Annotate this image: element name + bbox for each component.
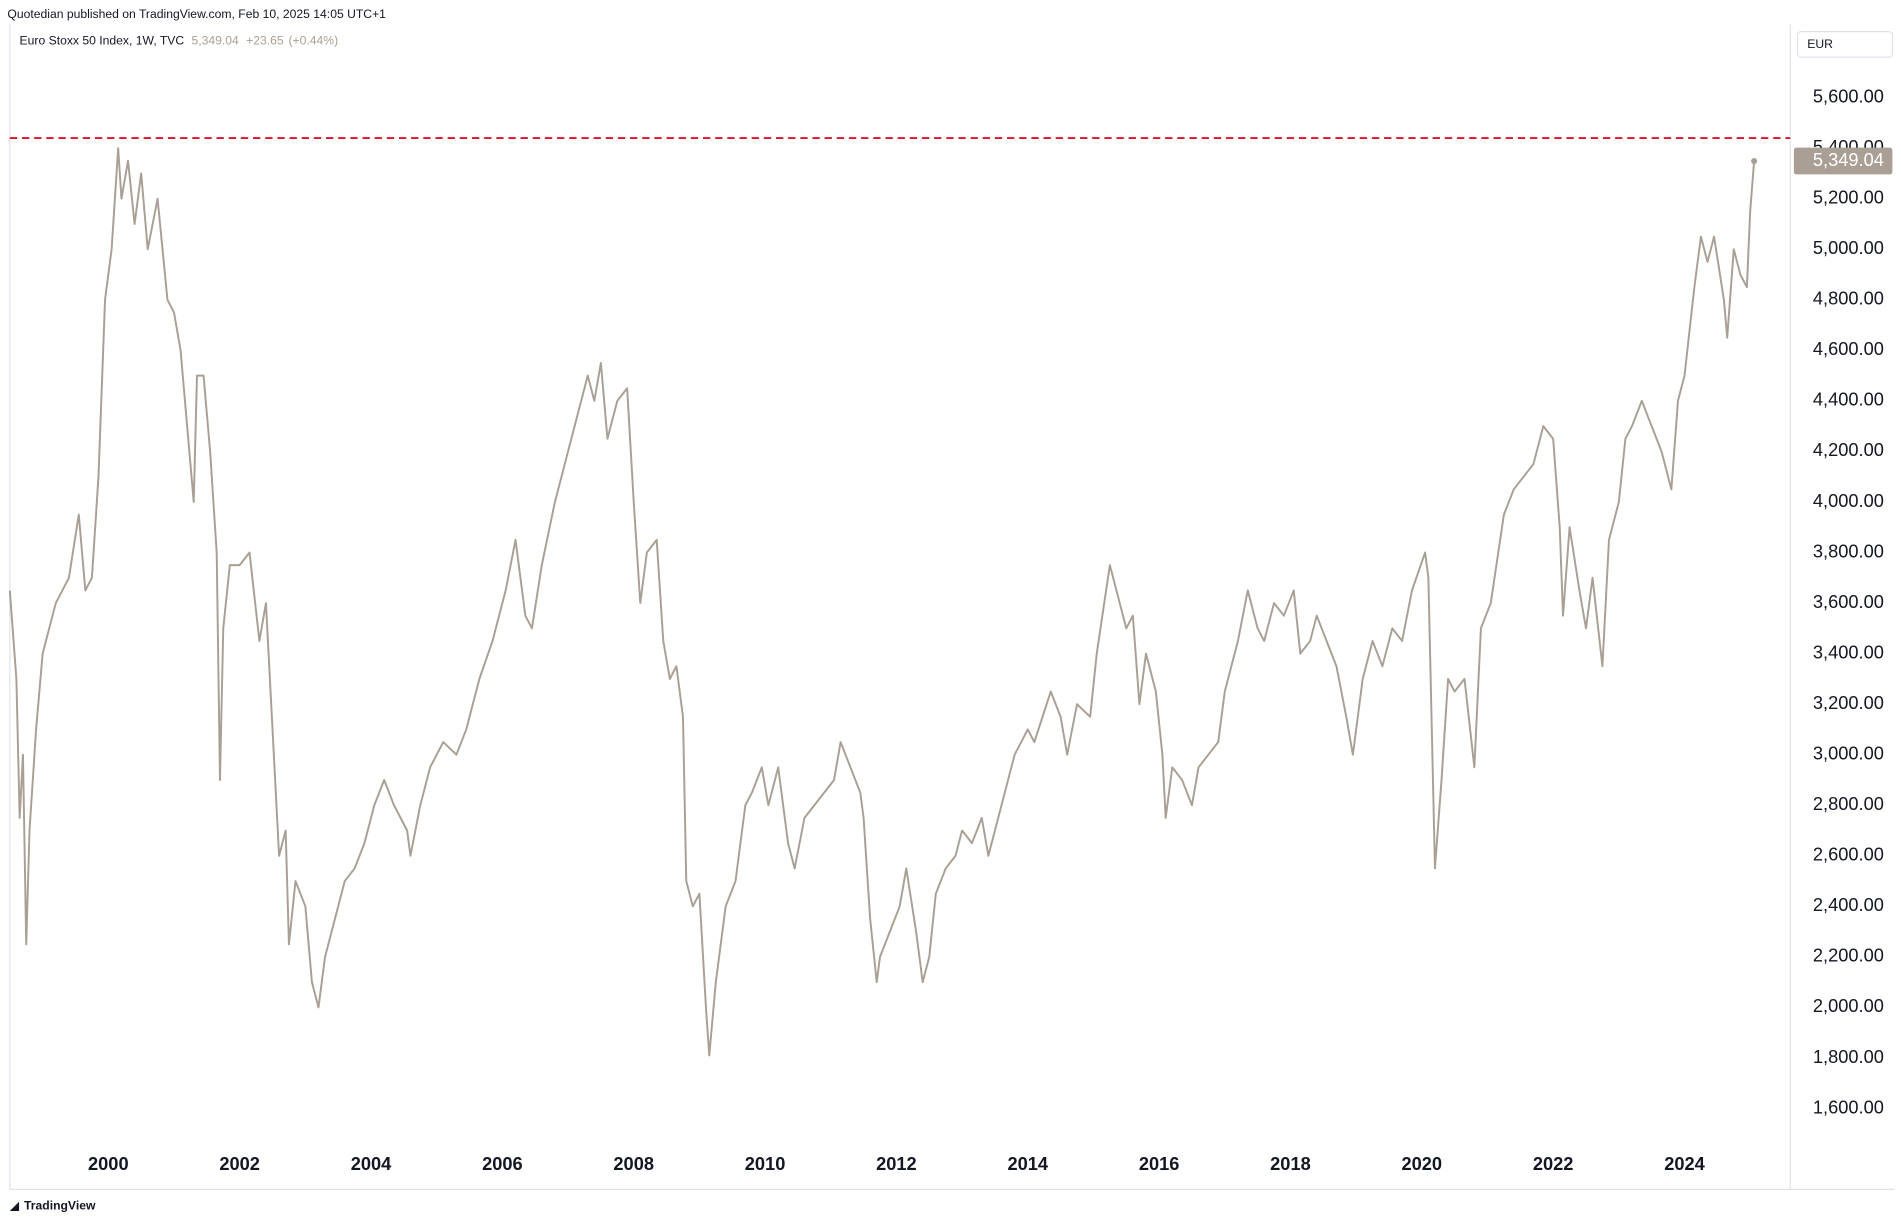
- footer-text: TradingView: [24, 1199, 96, 1213]
- last-price: 5,349.04: [191, 34, 239, 48]
- y-tick-label: 5,200.00: [1813, 187, 1884, 208]
- x-tick-label: 2014: [1007, 1153, 1048, 1174]
- x-tick-label: 2010: [745, 1153, 786, 1174]
- change: +23.65: [246, 34, 284, 48]
- last-point: [1751, 157, 1758, 165]
- x-tick-label: 2020: [1402, 1153, 1443, 1174]
- y-tick-label: 2,000.00: [1813, 995, 1884, 1016]
- y-tick-label: 4,400.00: [1813, 389, 1884, 410]
- x-tick-label: 2004: [351, 1153, 392, 1174]
- change-pct: (+0.44%): [289, 34, 339, 48]
- currency-box[interactable]: [1796, 31, 1894, 58]
- y-tick-label: 4,200.00: [1813, 439, 1884, 460]
- x-tick-label: 2022: [1533, 1153, 1574, 1174]
- y-tick-label: 3,200.00: [1813, 692, 1884, 713]
- y-tick-label: 3,600.00: [1813, 591, 1884, 612]
- x-tick-label: 2018: [1270, 1153, 1311, 1174]
- y-tick-label: 2,400.00: [1813, 894, 1884, 915]
- x-tick-label: 2008: [613, 1153, 654, 1174]
- x-tick-label: 2000: [88, 1153, 129, 1174]
- x-tick-label: 2016: [1139, 1153, 1180, 1174]
- footer: ◢ TradingView: [10, 1199, 96, 1213]
- x-tick-label: 2002: [219, 1153, 260, 1174]
- legend: Euro Stoxx 50 Index, 1W, TVC 5,349.04 +23.…: [20, 34, 339, 48]
- y-tick-label: 1,800.00: [1813, 1046, 1884, 1067]
- currency[interactable]: EUR: [1807, 37, 1833, 51]
- y-tick-label: 3,400.00: [1813, 641, 1884, 662]
- x-tick-label: 2024: [1664, 1153, 1705, 1174]
- y-tick-label: 2,600.00: [1813, 844, 1884, 865]
- y-tick-label: 5,000.00: [1813, 237, 1884, 258]
- last-price-box: [1793, 147, 1893, 175]
- y-tick-label: 4,800.00: [1813, 288, 1884, 309]
- y-tick-label: 4,600.00: [1813, 338, 1884, 359]
- price-line: [8, 147, 1756, 1057]
- x-tick-label: 2012: [876, 1153, 917, 1174]
- chart-title: Euro Stoxx 50 Index, 1W, TVC: [20, 34, 185, 48]
- y-tick-label: 2,200.00: [1813, 945, 1884, 966]
- y-tick-label: 3,800.00: [1813, 540, 1884, 561]
- footer-logo: ◢: [10, 1199, 20, 1213]
- y-tick-label: 2,800.00: [1813, 793, 1884, 814]
- y-tick-label: 3,000.00: [1813, 743, 1884, 764]
- publisher: Quotedian published on TradingView.com, …: [7, 7, 386, 21]
- y-tick-label: 4,000.00: [1813, 490, 1884, 511]
- last-price-label: 5,349.04: [1813, 149, 1884, 170]
- y-tick-label: 5,600.00: [1813, 85, 1884, 106]
- y-tick-label: 1,600.00: [1813, 1096, 1884, 1117]
- x-tick-label: 2006: [482, 1153, 523, 1174]
